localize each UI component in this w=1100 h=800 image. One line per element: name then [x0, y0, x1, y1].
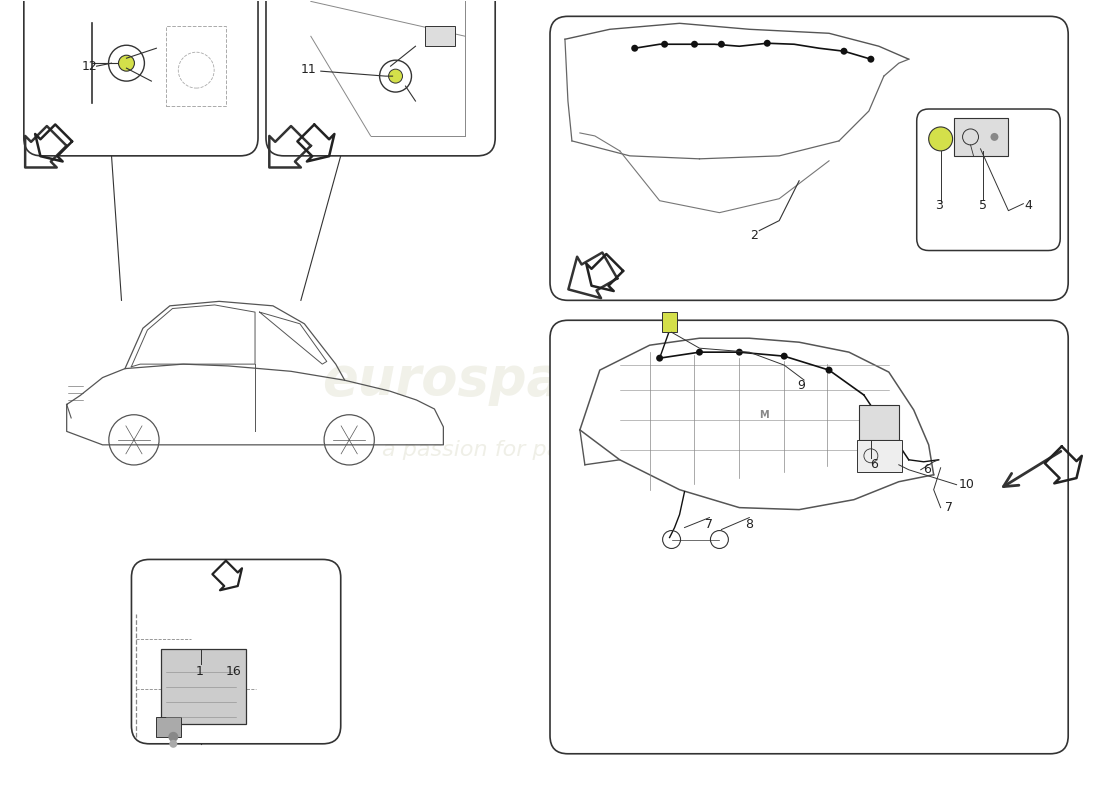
Bar: [166, 26, 227, 106]
Bar: [954, 118, 1009, 156]
Text: 8: 8: [746, 518, 754, 531]
Circle shape: [736, 349, 743, 356]
Circle shape: [661, 41, 668, 48]
FancyBboxPatch shape: [132, 559, 341, 744]
Text: a passion for parts since 1985: a passion for parts since 1985: [382, 440, 718, 460]
Text: 16: 16: [226, 665, 241, 678]
Circle shape: [169, 740, 177, 748]
Bar: [162, 649, 246, 724]
Text: 2: 2: [750, 229, 758, 242]
Circle shape: [691, 41, 698, 48]
Text: eurospareParts: eurospareParts: [322, 354, 778, 406]
FancyBboxPatch shape: [550, 16, 1068, 300]
Text: 5: 5: [979, 199, 988, 212]
Circle shape: [718, 41, 725, 48]
FancyBboxPatch shape: [550, 320, 1068, 754]
Bar: [857, 440, 902, 472]
FancyBboxPatch shape: [266, 0, 495, 156]
Circle shape: [928, 127, 953, 151]
FancyBboxPatch shape: [916, 109, 1060, 250]
Text: 12: 12: [81, 60, 98, 73]
Text: 3: 3: [935, 199, 943, 212]
Text: 11: 11: [301, 62, 317, 76]
Text: 4: 4: [1024, 199, 1032, 212]
Circle shape: [763, 40, 771, 46]
Bar: [156, 717, 182, 737]
FancyBboxPatch shape: [24, 0, 258, 156]
Circle shape: [388, 69, 403, 83]
Text: 7: 7: [705, 518, 714, 531]
Text: 7: 7: [945, 501, 953, 514]
Circle shape: [119, 55, 134, 71]
Text: M: M: [759, 410, 769, 420]
Text: 6: 6: [923, 463, 931, 476]
Bar: [661, 312, 676, 332]
Bar: [859, 405, 899, 440]
Text: 9: 9: [798, 378, 805, 391]
Circle shape: [825, 366, 833, 374]
Text: 10: 10: [958, 478, 975, 491]
Circle shape: [781, 353, 788, 360]
Circle shape: [840, 48, 847, 54]
Text: 6: 6: [870, 458, 878, 471]
Circle shape: [990, 133, 999, 141]
Circle shape: [168, 732, 178, 742]
Bar: [426, 26, 455, 46]
Circle shape: [631, 45, 638, 52]
Circle shape: [696, 349, 703, 356]
Circle shape: [656, 354, 663, 362]
Circle shape: [868, 56, 875, 62]
Text: 1: 1: [196, 665, 204, 678]
